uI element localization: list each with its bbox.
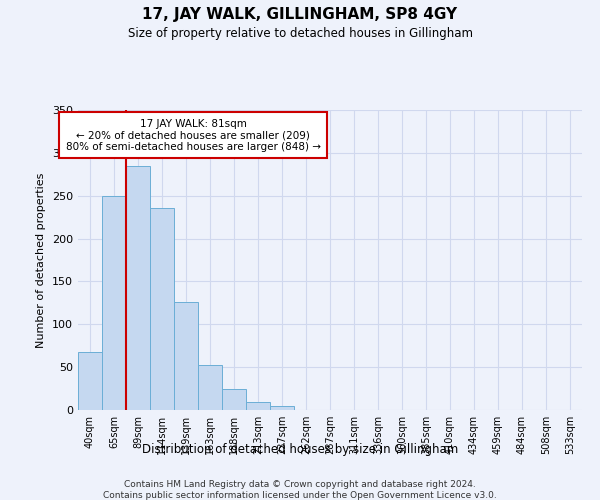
- Bar: [198, 364, 222, 410]
- Bar: [102, 196, 126, 410]
- Text: Size of property relative to detached houses in Gillingham: Size of property relative to detached ho…: [128, 28, 473, 40]
- Text: 17 JAY WALK: 81sqm
← 20% of detached houses are smaller (209)
80% of semi-detach: 17 JAY WALK: 81sqm ← 20% of detached hou…: [65, 118, 320, 152]
- Bar: [174, 302, 198, 410]
- Text: Contains HM Land Registry data © Crown copyright and database right 2024.: Contains HM Land Registry data © Crown c…: [124, 480, 476, 489]
- Bar: [78, 352, 102, 410]
- Text: Contains public sector information licensed under the Open Government Licence v3: Contains public sector information licen…: [103, 491, 497, 500]
- Y-axis label: Number of detached properties: Number of detached properties: [37, 172, 46, 348]
- Text: Distribution of detached houses by size in Gillingham: Distribution of detached houses by size …: [142, 442, 458, 456]
- Bar: [222, 390, 246, 410]
- Bar: [270, 406, 294, 410]
- Bar: [126, 166, 150, 410]
- Text: 17, JAY WALK, GILLINGHAM, SP8 4GY: 17, JAY WALK, GILLINGHAM, SP8 4GY: [142, 8, 458, 22]
- Bar: [150, 208, 174, 410]
- Bar: [246, 402, 270, 410]
